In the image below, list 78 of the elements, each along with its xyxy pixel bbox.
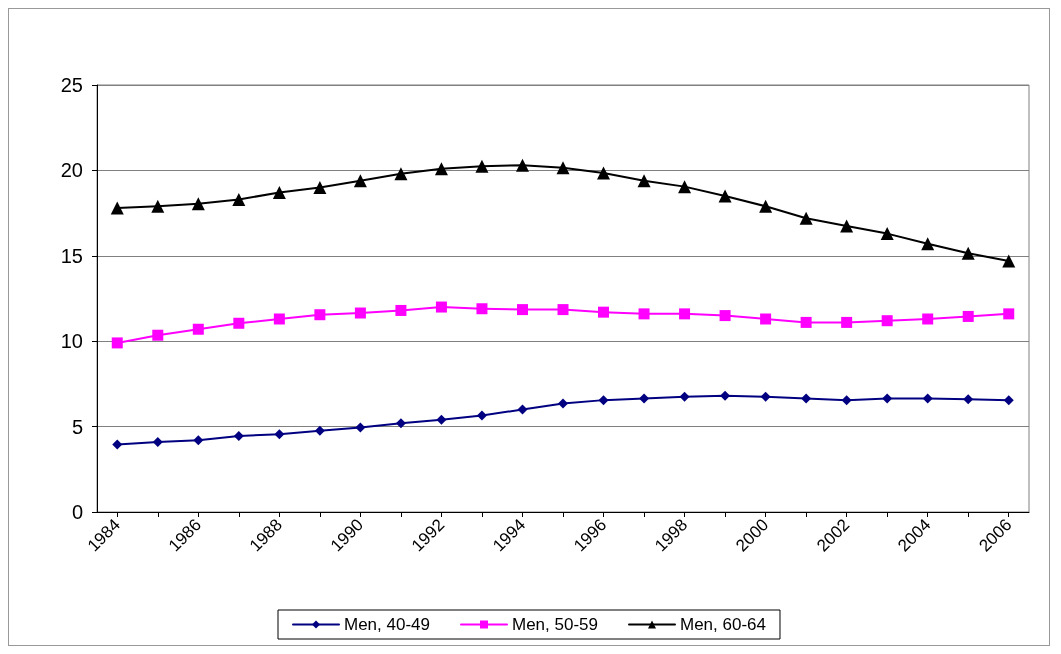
point xyxy=(272,186,286,200)
point xyxy=(961,246,975,260)
point xyxy=(840,219,854,233)
y-tick-label: 0 xyxy=(71,501,83,523)
point xyxy=(921,237,935,251)
point xyxy=(962,310,974,322)
point xyxy=(598,306,610,318)
point xyxy=(233,317,245,329)
point xyxy=(355,422,366,433)
point xyxy=(1003,395,1014,406)
point xyxy=(193,435,204,446)
point xyxy=(598,395,609,406)
point xyxy=(516,304,528,316)
point xyxy=(517,404,528,415)
point xyxy=(353,174,367,188)
point xyxy=(800,316,812,328)
point xyxy=(232,192,246,206)
legend-label: Men, 40-49 xyxy=(344,615,431,634)
point xyxy=(556,161,570,175)
point xyxy=(314,309,326,321)
point xyxy=(395,418,406,429)
legend-label: Men, 50-59 xyxy=(512,615,598,634)
point xyxy=(841,316,853,328)
point xyxy=(476,410,487,421)
point xyxy=(515,158,529,172)
point xyxy=(719,310,731,322)
point xyxy=(435,301,447,313)
point xyxy=(963,394,974,405)
point xyxy=(192,323,204,335)
point xyxy=(151,199,165,213)
point xyxy=(801,393,812,404)
point xyxy=(557,304,569,316)
point xyxy=(558,398,568,409)
point xyxy=(720,390,731,401)
point xyxy=(111,337,123,349)
point xyxy=(354,307,366,319)
y-tick-label: 10 xyxy=(60,330,83,353)
point xyxy=(274,429,285,440)
point xyxy=(475,159,489,173)
y-tick-label: 5 xyxy=(71,415,83,438)
point xyxy=(436,414,447,425)
point xyxy=(191,197,205,211)
point xyxy=(434,162,448,176)
point xyxy=(233,430,244,441)
point xyxy=(152,329,164,341)
point xyxy=(1002,254,1016,268)
point xyxy=(152,436,163,447)
legend-label: Men, 60-64 xyxy=(680,615,766,634)
point xyxy=(679,308,691,320)
point xyxy=(799,211,813,225)
point xyxy=(476,303,488,315)
point xyxy=(759,199,773,213)
point xyxy=(638,308,650,320)
point xyxy=(922,313,934,325)
point xyxy=(597,166,611,180)
point xyxy=(882,393,893,404)
point xyxy=(314,425,325,436)
point xyxy=(110,201,124,215)
point xyxy=(841,395,852,406)
point xyxy=(313,180,327,194)
point xyxy=(112,439,123,450)
point xyxy=(880,227,894,241)
point xyxy=(881,315,893,327)
point xyxy=(922,393,933,404)
point xyxy=(678,180,692,194)
point xyxy=(637,174,651,188)
point xyxy=(1003,308,1015,320)
y-tick-label: 20 xyxy=(60,159,83,182)
point xyxy=(718,189,732,203)
point xyxy=(273,313,285,325)
point xyxy=(679,391,690,402)
y-tick-label: 15 xyxy=(60,244,83,267)
point xyxy=(639,393,650,404)
point xyxy=(760,313,772,325)
point xyxy=(760,391,771,402)
point xyxy=(394,167,408,181)
y-tick-label: 25 xyxy=(60,74,83,96)
point xyxy=(395,304,407,316)
